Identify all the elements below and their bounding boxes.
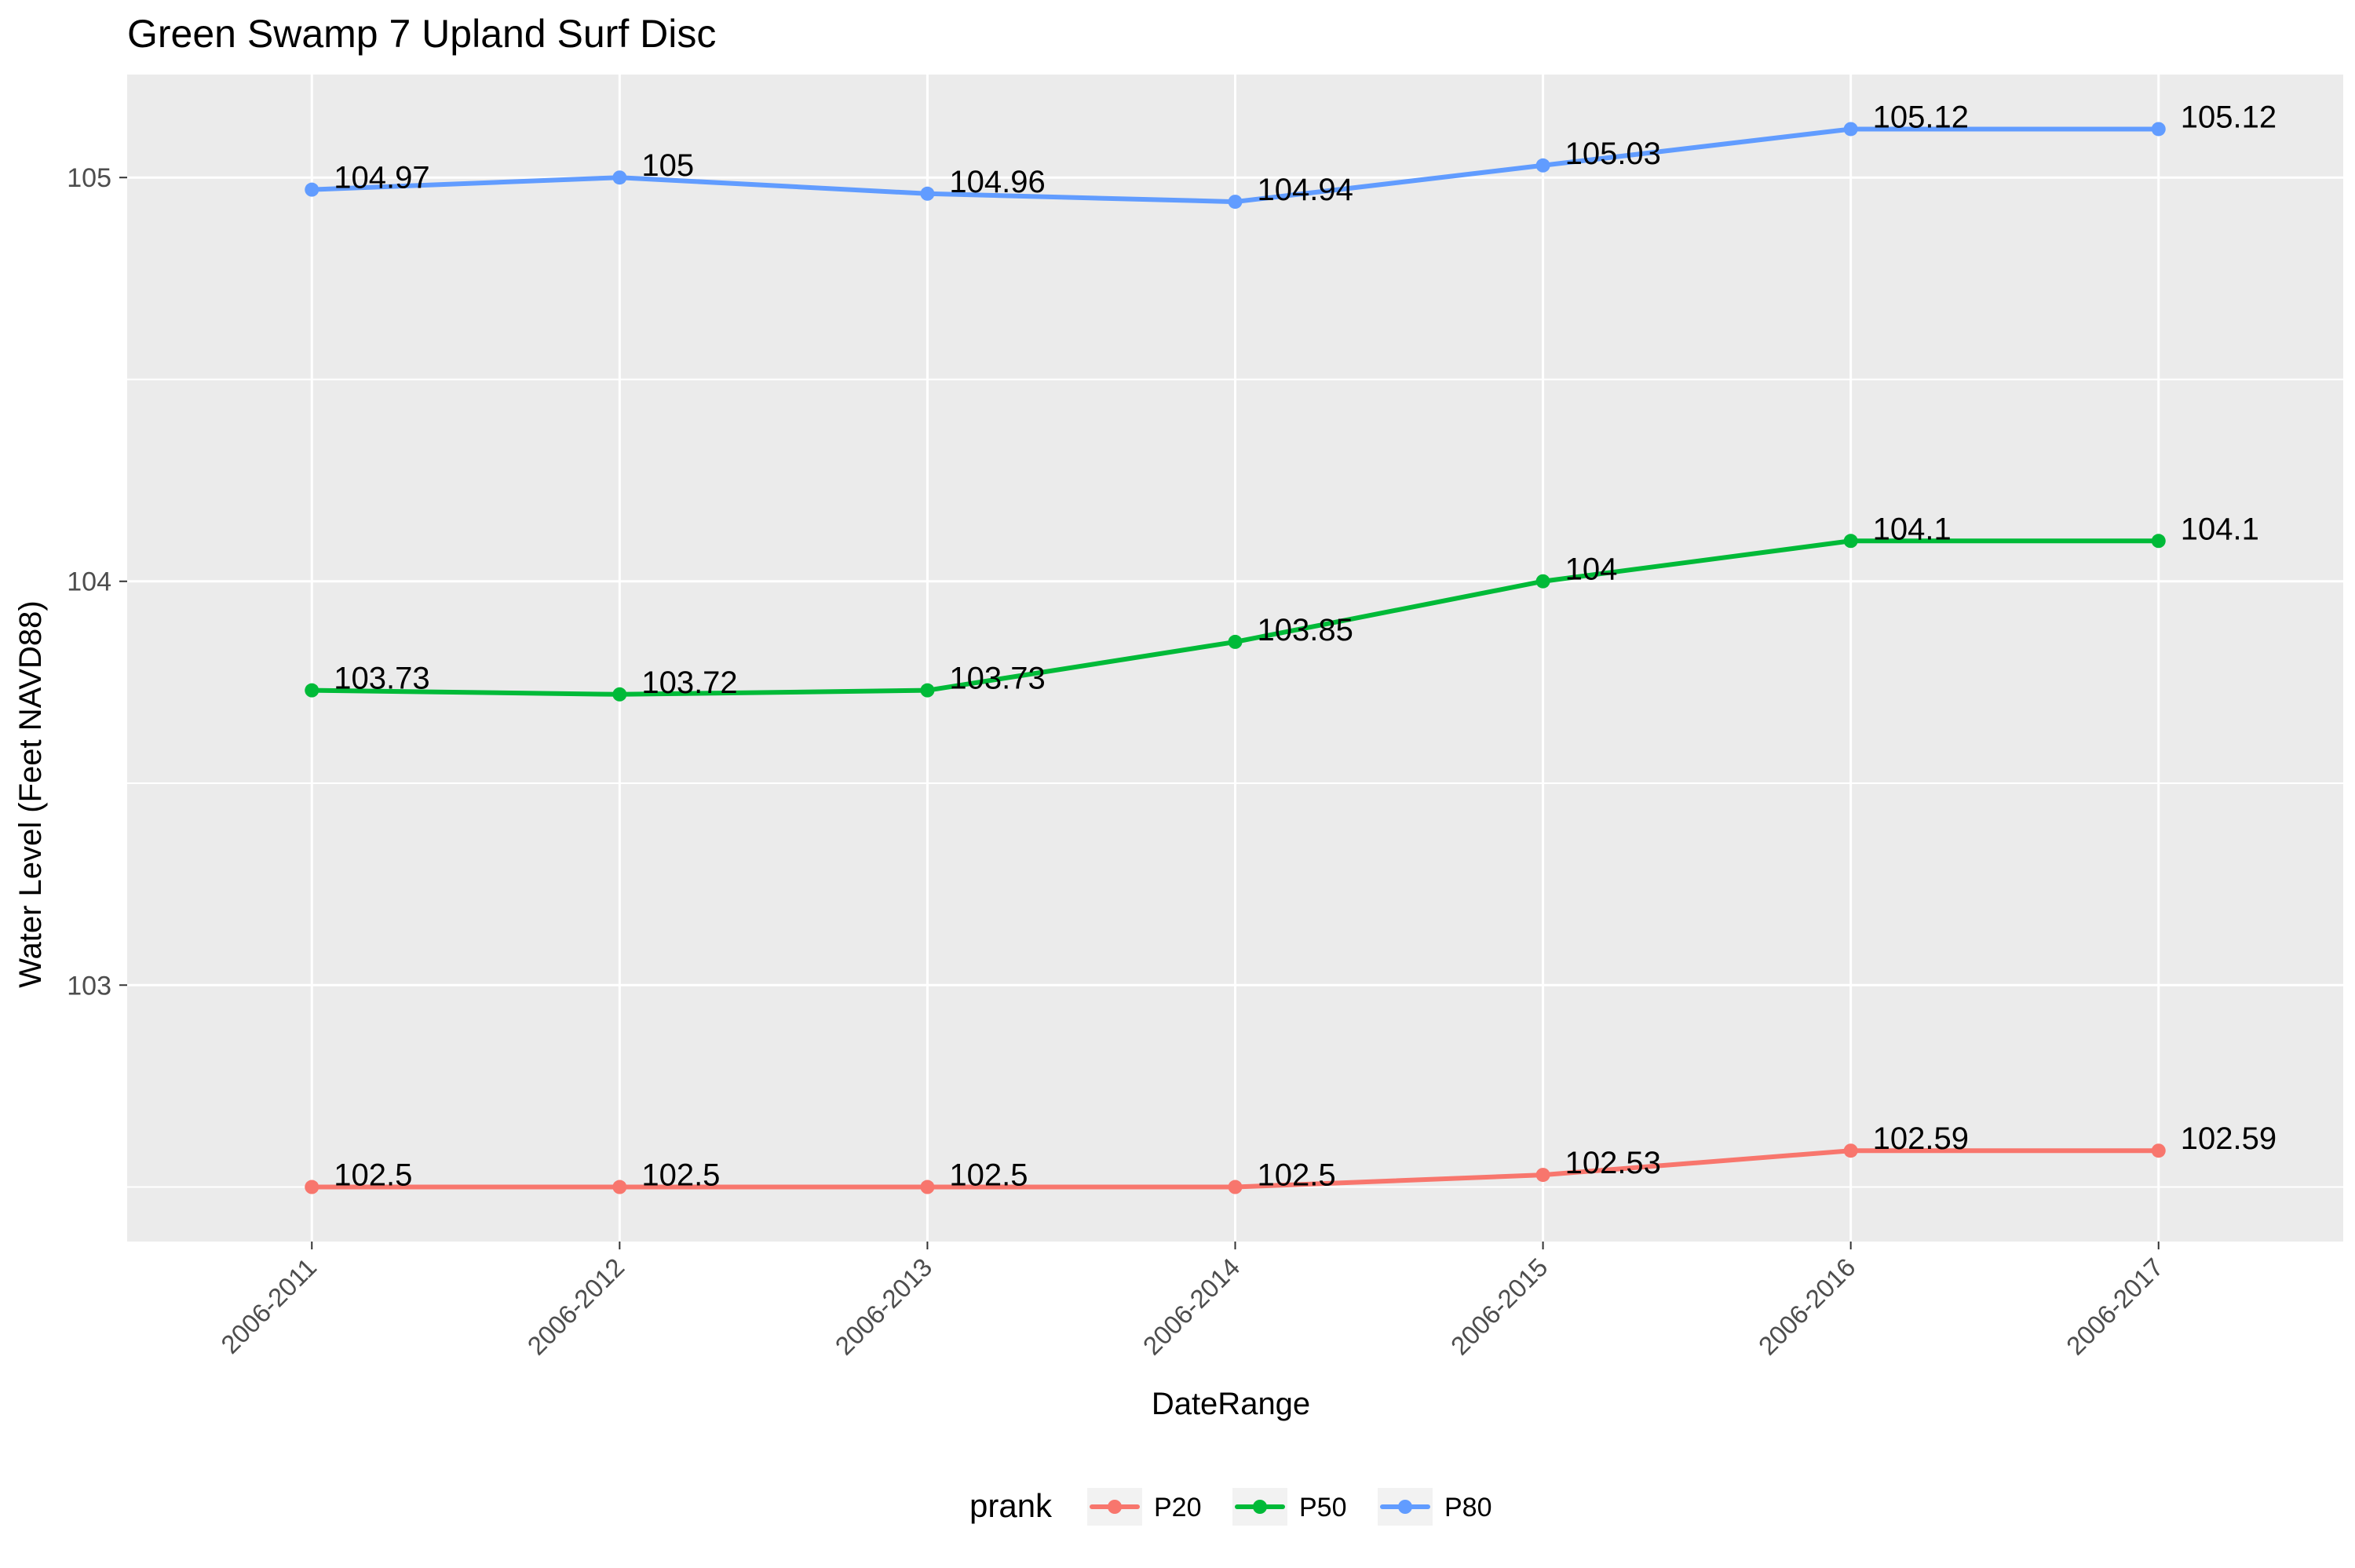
x-tick-label: 2006-2017: [2061, 1253, 2169, 1361]
data-point-p50: [1843, 534, 1858, 549]
data-point-p20: [1535, 1168, 1550, 1183]
data-point-p80: [1535, 158, 1550, 173]
data-label-p50: 103.85: [1258, 613, 1353, 647]
data-point-p80: [2151, 122, 2166, 137]
data-label-p80: 105.03: [1565, 137, 1661, 171]
series-p20: 102.5 102.5 102.5 102.5 102.53 102.59 102.59: [305, 1121, 2276, 1194]
legend-item-p80: P80: [1378, 1488, 1492, 1526]
x-tick-label: 2006-2011: [215, 1253, 322, 1359]
data-point-p20: [1228, 1180, 1243, 1194]
x-tick-label: 2006-2014: [1137, 1253, 1246, 1361]
legend-label: P20: [1154, 1493, 1202, 1522]
y-tick-label: 103: [67, 971, 111, 1001]
legend-items: P20 P50 P80: [1087, 1488, 1492, 1526]
chart-title: Green Swamp 7 Upland Surf Disc: [127, 12, 716, 56]
data-label-p20: 102.5: [334, 1158, 412, 1193]
legend-label: P80: [1444, 1493, 1492, 1522]
series-p50: 103.73 103.72 103.73 103.85 104 104.1 104.1: [305, 512, 2259, 702]
data-point-p80: [1843, 122, 1858, 137]
legend-point-key: [1253, 1500, 1267, 1514]
x-tick-label: 2006-2016: [1753, 1253, 1861, 1361]
y-tick-label: 105: [67, 163, 111, 193]
legend-point-key: [1108, 1500, 1122, 1514]
data-label-p20: 102.53: [1565, 1146, 1661, 1180]
x-axis-label: DateRange: [1152, 1387, 1310, 1421]
legend-item-p20: P20: [1087, 1488, 1202, 1526]
plot-area: 103 104 105 2006-2011 2006-2012 2006-2013 2006…: [67, 75, 2343, 1361]
x-tick-label: 2006-2015: [1445, 1253, 1554, 1361]
data-label-p20: 102.5: [949, 1158, 1028, 1193]
grid-lines: [127, 75, 2343, 1242]
data-point-p50: [305, 683, 319, 698]
data-point-p20: [2151, 1143, 2166, 1158]
data-point-p50: [1228, 634, 1243, 649]
data-label-p80: 104.97: [334, 161, 429, 195]
data-label-p50: 103.72: [641, 665, 737, 700]
data-point-p50: [612, 687, 627, 702]
y-tick-label: 104: [67, 567, 111, 597]
data-label-p80: 105: [641, 148, 694, 183]
data-label-p50: 104.1: [2181, 512, 2259, 546]
data-label-p50: 103.73: [334, 662, 429, 696]
data-point-p80: [920, 186, 935, 201]
data-label-p80: 104.96: [949, 165, 1045, 199]
legend: prank P20 P50 P80: [969, 1487, 1492, 1526]
legend-title: prank: [969, 1487, 1053, 1524]
legend-item-p50: P50: [1232, 1488, 1347, 1526]
data-label-p80: 104.94: [1258, 173, 1353, 207]
data-point-p50: [2151, 534, 2166, 549]
data-label-p20: 102.59: [2181, 1121, 2276, 1156]
data-point-p50: [1535, 574, 1550, 589]
series-p80: 104.97 105 104.96 104.94 105.03 105.12 105.12: [305, 100, 2276, 210]
data-point-p50: [920, 683, 935, 698]
data-label-p20: 102.5: [1258, 1158, 1336, 1193]
x-tick-label: 2006-2013: [830, 1253, 938, 1361]
data-label-p50: 104.1: [1873, 512, 1952, 546]
data-point-p20: [920, 1180, 935, 1194]
data-point-p20: [612, 1180, 627, 1194]
data-point-p80: [612, 170, 627, 185]
legend-label: P50: [1299, 1493, 1347, 1522]
x-tick-label: 2006-2012: [522, 1253, 630, 1361]
data-label-p20: 102.5: [641, 1158, 720, 1193]
legend-point-key: [1398, 1500, 1412, 1514]
data-label-p20: 102.59: [1873, 1121, 1969, 1156]
data-label-p50: 103.73: [949, 662, 1045, 696]
data-point-p20: [305, 1180, 319, 1194]
data-point-p20: [1843, 1143, 1858, 1158]
data-label-p50: 104: [1565, 552, 1618, 587]
data-point-p80: [305, 182, 319, 197]
data-label-p80: 105.12: [1873, 100, 1969, 134]
data-point-p80: [1228, 195, 1243, 210]
y-axis-label: Water Level (Feet NAVD88): [13, 600, 48, 988]
data-label-p80: 105.12: [2181, 100, 2276, 134]
